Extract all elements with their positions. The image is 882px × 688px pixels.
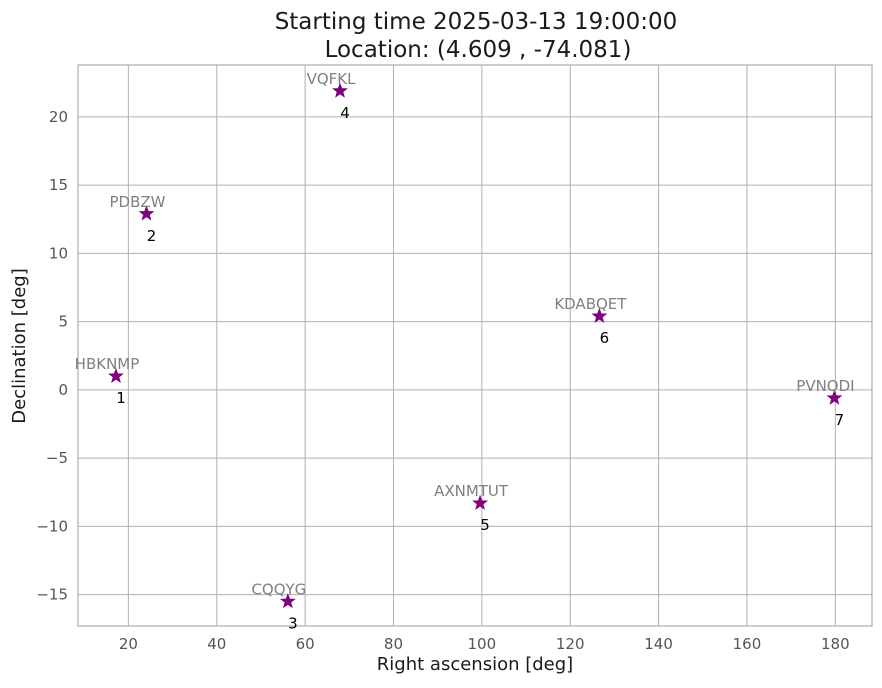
point-index-label: 5 — [480, 516, 490, 534]
x-tick-label: 60 — [296, 635, 315, 653]
point-index-label: 7 — [835, 411, 845, 429]
point-index-label: 1 — [116, 389, 126, 407]
star-point: VQFKL 4 — [307, 70, 357, 122]
x-tick-label: 40 — [207, 635, 226, 653]
point-name-label: CQQYG — [251, 580, 306, 598]
star-point: AXNMTUT 5 — [434, 482, 509, 534]
point-name-label: PDBZW — [109, 193, 165, 211]
x-tick-label: 20 — [119, 635, 138, 653]
y-tick-label: 15 — [49, 176, 68, 194]
x-tick-label: 160 — [733, 635, 762, 653]
y-tick-label: 5 — [58, 313, 68, 331]
y-axis-ticks: −15 −10 −5 0 5 10 15 20 — [36, 108, 68, 604]
point-index-label: 6 — [600, 329, 610, 347]
star-point: HBKNMP 1 — [75, 355, 140, 407]
star-marker — [279, 593, 296, 609]
star-point: CQQYG 3 — [251, 580, 306, 632]
gridlines — [78, 65, 872, 626]
chart-subtitle: Location: (4.609 , -74.081) — [325, 37, 632, 63]
plot-area — [78, 65, 872, 626]
chart-title: Starting time 2025-03-13 19:00:00 — [275, 9, 678, 35]
y-axis-label: Declination [deg] — [9, 268, 30, 423]
data-points: HBKNMP 1 PDBZW 2 CQQYG 3 VQFKL 4 AXNMTUT 5 KDABQET… — [75, 70, 855, 632]
x-axis-ticks: 20 40 60 80 100 120 140 160 180 — [119, 635, 850, 653]
x-axis-label: Right ascension [deg] — [377, 654, 573, 675]
plot-border — [77, 64, 873, 627]
star-point: PDBZW 2 — [109, 193, 165, 245]
point-index-label: 2 — [147, 227, 157, 245]
star-marker — [591, 307, 608, 323]
y-tick-label: 0 — [58, 381, 68, 399]
star-marker — [138, 205, 155, 221]
y-tick-label: −5 — [46, 449, 68, 467]
point-name-label: HBKNMP — [75, 355, 140, 373]
x-tick-label: 120 — [556, 635, 585, 653]
point-index-label: 4 — [340, 104, 350, 122]
star-marker — [332, 82, 348, 98]
star-marker — [826, 389, 843, 405]
star-marker — [108, 367, 124, 383]
y-tick-label: −15 — [36, 586, 68, 604]
point-index-label: 3 — [288, 614, 298, 632]
y-tick-label: −10 — [36, 517, 68, 535]
star-marker — [472, 494, 489, 510]
star-point: PVNQDI 7 — [796, 377, 854, 429]
point-name-label: AXNMTUT — [434, 482, 509, 500]
x-tick-label: 180 — [821, 635, 850, 653]
star-point: KDABQET 6 — [554, 295, 627, 347]
x-tick-label: 100 — [468, 635, 497, 653]
point-name-label: PVNQDI — [796, 377, 854, 395]
y-tick-label: 20 — [49, 108, 68, 126]
y-tick-label: 10 — [49, 244, 68, 262]
x-tick-label: 140 — [644, 635, 673, 653]
x-tick-label: 80 — [384, 635, 403, 653]
point-name-label: KDABQET — [554, 295, 627, 313]
point-name-label: VQFKL — [307, 70, 357, 88]
